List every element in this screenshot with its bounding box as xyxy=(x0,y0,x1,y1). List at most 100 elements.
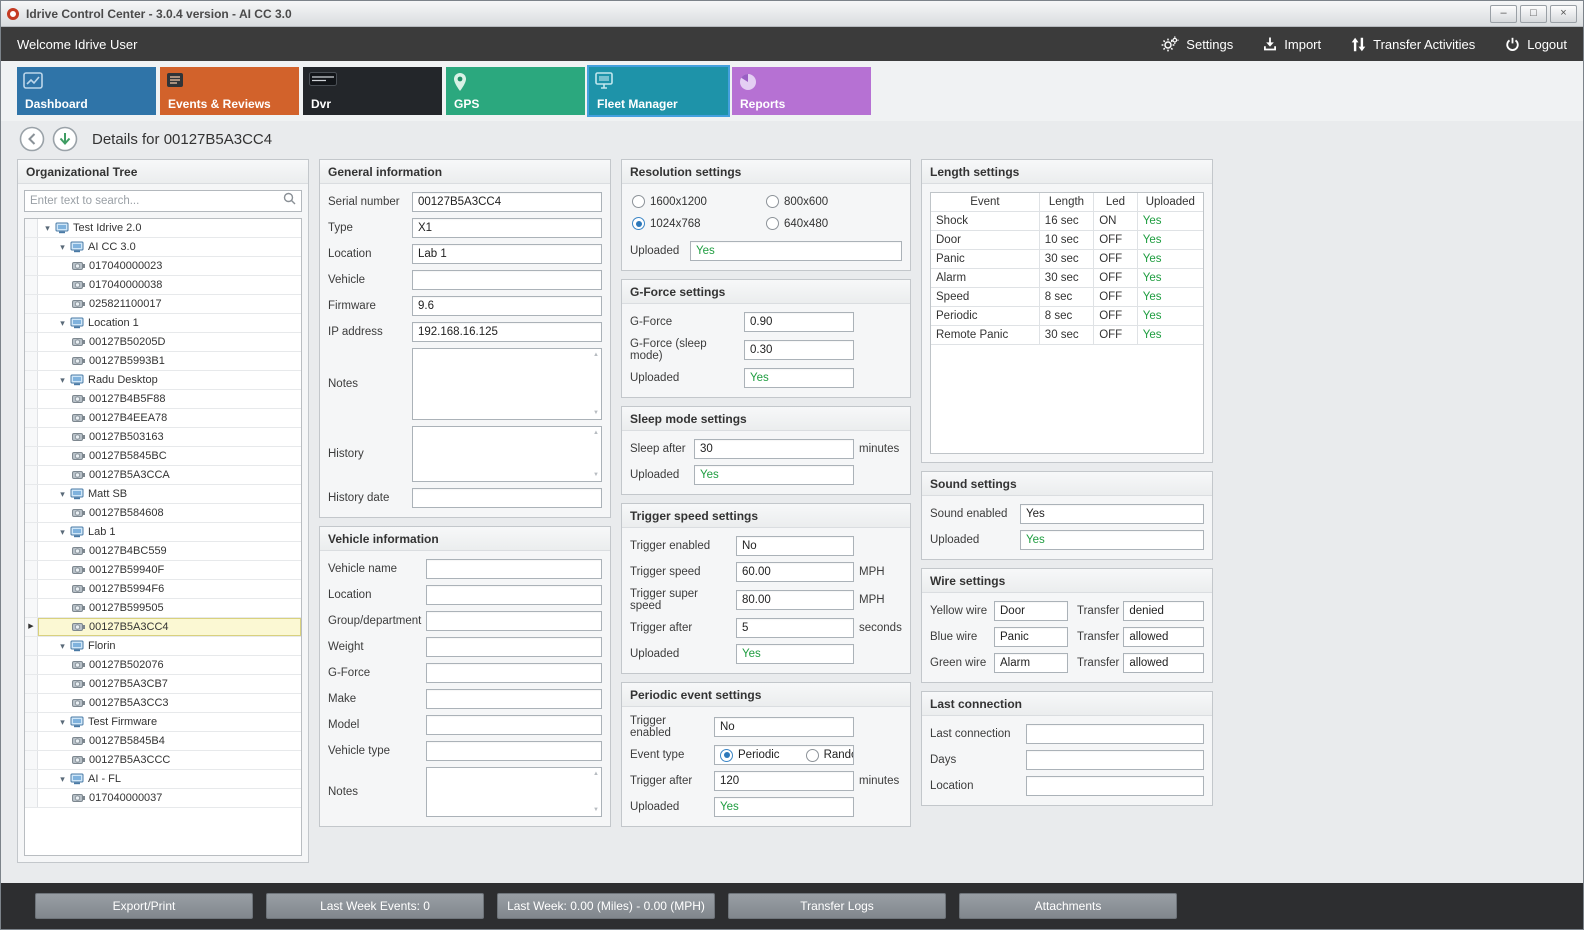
field-trigger-super-speed[interactable]: 80.00 xyxy=(736,590,854,610)
field-yellow-wire-transfer[interactable]: denied xyxy=(1123,601,1204,621)
tree-device-00127b50205d[interactable]: 00127B50205D xyxy=(25,333,301,352)
tree-group-florin[interactable]: ▾ Florin xyxy=(25,637,301,656)
tree-group-test-firmware[interactable]: ▾ Test Firmware xyxy=(25,713,301,732)
field-blue-wire-transfer[interactable]: allowed xyxy=(1123,627,1204,647)
tab-fleet-manager[interactable]: Fleet Manager xyxy=(589,67,728,115)
download-button[interactable] xyxy=(52,126,78,152)
tab-gps[interactable]: GPS xyxy=(446,67,585,115)
scroll-down-icon[interactable]: ▼ xyxy=(593,807,599,813)
table-row[interactable]: Remote Panic 30 sec OFF Yes xyxy=(931,326,1203,345)
back-button[interactable] xyxy=(19,126,45,152)
field-serial-number[interactable]: 00127B5A3CC4 xyxy=(412,192,602,212)
toolbar-import-button[interactable]: Import xyxy=(1263,36,1321,52)
tree-device-00127b5a3cb7[interactable]: 00127B5A3CB7 xyxy=(25,675,301,694)
field-sound-enabled[interactable]: Yes xyxy=(1020,504,1204,524)
expand-arrow-icon[interactable]: ▾ xyxy=(60,717,65,727)
tree-device-00127b503163[interactable]: 00127B503163 xyxy=(25,428,301,447)
tree-group-test-idrive-2-0[interactable]: ▾ Test Idrive 2.0 xyxy=(25,219,301,238)
field-green-wire[interactable]: Alarm xyxy=(994,653,1068,673)
attachments-button[interactable]: Attachments xyxy=(959,893,1177,919)
field-vehicle-name[interactable] xyxy=(426,559,602,579)
tree-device-017040000023[interactable]: 017040000023 xyxy=(25,257,301,276)
expand-arrow-icon[interactable]: ▾ xyxy=(60,774,65,784)
field-location[interactable]: Lab 1 xyxy=(412,244,602,264)
tree-group-location-1[interactable]: ▾ Location 1 xyxy=(25,314,301,333)
last-week-0-00-miles-0-00-mph-button[interactable]: Last Week: 0.00 (Miles) - 0.00 (MPH) xyxy=(497,893,715,919)
tree-group-ai-fl[interactable]: ▾ AI - FL xyxy=(25,770,301,789)
last-week-events-0-button[interactable]: Last Week Events: 0 xyxy=(266,893,484,919)
field-group-department[interactable] xyxy=(426,611,602,631)
field-uploaded[interactable]: Yes xyxy=(1020,530,1204,550)
tree-device-00127b5994f6[interactable]: 00127B5994F6 xyxy=(25,580,301,599)
tree-device-00127b5845bc[interactable]: 00127B5845BC xyxy=(25,447,301,466)
tree-device-00127b5a3ccc[interactable]: 00127B5A3CCC xyxy=(25,751,301,770)
field-uploaded[interactable]: Yes xyxy=(736,644,854,664)
tree-device-00127b5a3cc4[interactable]: ▶ 00127B5A3CC4 xyxy=(25,618,301,637)
scroll-up-icon[interactable]: ▲ xyxy=(593,352,599,358)
tab-events-reviews[interactable]: Events & Reviews xyxy=(160,67,299,115)
tree-device-017040000038[interactable]: 017040000038 xyxy=(25,276,301,295)
tree-group-lab-1[interactable]: ▾ Lab 1 xyxy=(25,523,301,542)
scroll-down-icon[interactable]: ▼ xyxy=(593,472,599,478)
field-location[interactable] xyxy=(426,585,602,605)
field-notes[interactable]: ▲ ▼ xyxy=(426,767,602,817)
tree-group-ai-cc-3-0[interactable]: ▾ AI CC 3.0 xyxy=(25,238,301,257)
toolbar-logout-button[interactable]: Logout xyxy=(1505,36,1567,52)
field-model[interactable] xyxy=(426,715,602,735)
field-vehicle-type[interactable] xyxy=(426,741,602,761)
radio-option-periodic[interactable]: Periodic xyxy=(720,746,780,764)
toolbar-transfer-activities-button[interactable]: Transfer Activities xyxy=(1351,36,1475,52)
scroll-up-icon[interactable]: ▲ xyxy=(593,771,599,777)
field-uploaded[interactable]: Yes xyxy=(694,465,854,485)
expand-arrow-icon[interactable]: ▾ xyxy=(60,375,65,385)
tree-device-00127b502076[interactable]: 00127B502076 xyxy=(25,656,301,675)
tree-group-radu-desktop[interactable]: ▾ Radu Desktop xyxy=(25,371,301,390)
transfer-logs-button[interactable]: Transfer Logs xyxy=(728,893,946,919)
field-last-connection[interactable] xyxy=(1026,724,1204,744)
field-type[interactable]: X1 xyxy=(412,218,602,238)
tree-device-025821100017[interactable]: 025821100017 xyxy=(25,295,301,314)
field-sleep-after[interactable]: 30 xyxy=(694,439,854,459)
tree-device-00127b5993b1[interactable]: 00127B5993B1 xyxy=(25,352,301,371)
table-row[interactable]: Panic 30 sec OFF Yes xyxy=(931,250,1203,269)
field-uploaded[interactable]: Yes xyxy=(690,241,902,261)
expand-arrow-icon[interactable]: ▾ xyxy=(60,527,65,537)
tree-device-00127b4eea78[interactable]: 00127B4EEA78 xyxy=(25,409,301,428)
field-g-force-sleep-mode[interactable]: 0.30 xyxy=(744,340,854,360)
tree-group-matt-sb[interactable]: ▾ Matt SB xyxy=(25,485,301,504)
table-row[interactable]: Periodic 8 sec OFF Yes xyxy=(931,307,1203,326)
field-g-force[interactable]: 0.90 xyxy=(744,312,854,332)
field-location[interactable] xyxy=(1026,776,1204,796)
tree-device-00127b59940f[interactable]: 00127B59940F xyxy=(25,561,301,580)
radio-option-800x600[interactable]: 800x600 xyxy=(766,195,880,208)
tree-device-00127b5845b4[interactable]: 00127B5845B4 xyxy=(25,732,301,751)
table-row[interactable]: Shock 16 sec ON Yes xyxy=(931,212,1203,231)
field-trigger-after[interactable]: 120 xyxy=(714,771,854,791)
radio-option-1024x768[interactable]: 1024x768 xyxy=(632,217,746,230)
field-make[interactable] xyxy=(426,689,602,709)
export-print-button[interactable]: Export/Print xyxy=(35,893,253,919)
field-blue-wire[interactable]: Panic xyxy=(994,627,1068,647)
tree-device-00127b4bc559[interactable]: 00127B4BC559 xyxy=(25,542,301,561)
search-input[interactable] xyxy=(30,195,283,207)
window-close-button[interactable]: × xyxy=(1550,4,1577,23)
tree-device-00127b599505[interactable]: 00127B599505 xyxy=(25,599,301,618)
field-yellow-wire[interactable]: Door xyxy=(994,601,1068,621)
field-ip-address[interactable]: 192.168.16.125 xyxy=(412,322,602,342)
field-history-date[interactable] xyxy=(412,488,602,508)
field-uploaded[interactable]: Yes xyxy=(714,797,854,817)
scroll-down-icon[interactable]: ▼ xyxy=(593,410,599,416)
expand-arrow-icon[interactable]: ▾ xyxy=(60,242,65,252)
field-days[interactable] xyxy=(1026,750,1204,770)
field-green-wire-transfer[interactable]: allowed xyxy=(1123,653,1204,673)
scroll-up-icon[interactable]: ▲ xyxy=(593,430,599,436)
field-vehicle[interactable] xyxy=(412,270,602,290)
expand-arrow-icon[interactable]: ▾ xyxy=(60,318,65,328)
field-firmware[interactable]: 9.6 xyxy=(412,296,602,316)
tree-device-00127b5a3cca[interactable]: 00127B5A3CCA xyxy=(25,466,301,485)
table-row[interactable]: Alarm 30 sec OFF Yes xyxy=(931,269,1203,288)
field-trigger-speed[interactable]: 60.00 xyxy=(736,562,854,582)
tree-device-017040000037[interactable]: 017040000037 xyxy=(25,789,301,808)
table-row[interactable]: Door 10 sec OFF Yes xyxy=(931,231,1203,250)
expand-arrow-icon[interactable]: ▾ xyxy=(45,223,50,233)
